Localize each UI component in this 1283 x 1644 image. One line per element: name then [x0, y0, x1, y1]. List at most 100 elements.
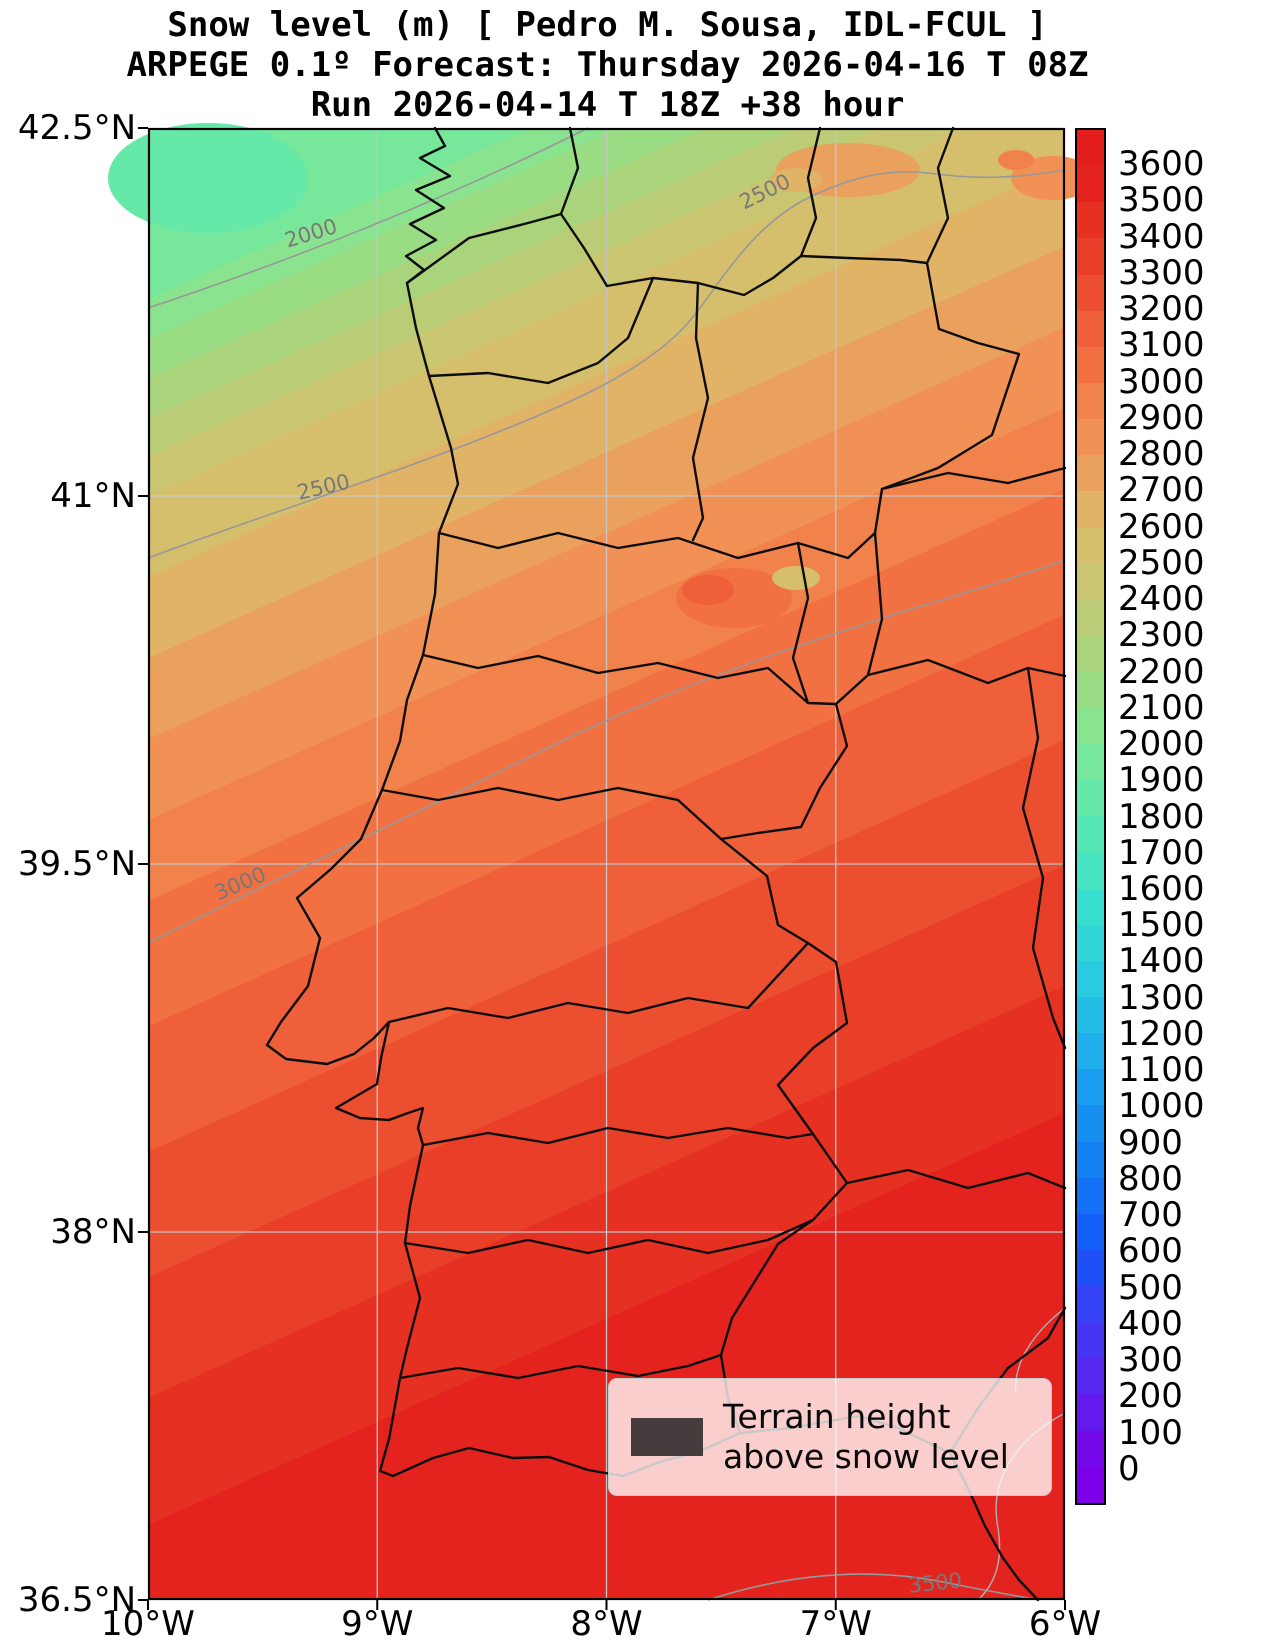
colorbar-tick-label: 2700 [1118, 470, 1205, 511]
y-tick-label: 42.5°N [17, 108, 136, 148]
field-patch [998, 150, 1034, 170]
colorbar-tick-label: 3300 [1118, 252, 1205, 293]
colorbar-cell [1077, 238, 1104, 275]
contour-3000 [147, 559, 1066, 944]
legend-label-line-1: Terrain height [723, 1397, 951, 1436]
y-tick-label: 39.5°N [17, 844, 136, 884]
colorbar-tick-label: 3400 [1118, 216, 1205, 257]
colorbar-tick-label: 700 [1118, 1195, 1183, 1236]
x-tick-label: 8°W [570, 1604, 643, 1644]
colorbar-cell [1077, 780, 1104, 817]
colorbar-tick-label: 2500 [1118, 542, 1205, 583]
colorbar-cell [1077, 455, 1104, 492]
colorbar-tick-label: 1900 [1118, 760, 1205, 801]
gridlines [148, 128, 1065, 1600]
colorbar-cell [1077, 310, 1104, 347]
colorbar-tick-label: 3500 [1118, 180, 1205, 221]
map-frame [147, 127, 1066, 1601]
colorbar-tick-label: 200 [1118, 1376, 1183, 1417]
district-boundary [791, 541, 810, 705]
colorbar-cell [1077, 274, 1104, 311]
colorbar-cell [1077, 419, 1104, 456]
colorbar-cell [1077, 816, 1104, 853]
colorbar-cell [1077, 1322, 1104, 1359]
region-boundary-spain [925, 126, 955, 265]
colorbar-tick-label: 1100 [1118, 1050, 1205, 1091]
region-boundary-spain [1021, 666, 1067, 1050]
colorbar-cell [1077, 1033, 1104, 1070]
colorbar-cell [1077, 491, 1104, 528]
axis-tick-marks [138, 127, 1066, 1610]
colorbar-tick-label: 2200 [1118, 651, 1205, 692]
x-tick-label: 10°W [101, 1604, 195, 1644]
colorbar-cell [1077, 599, 1104, 636]
colorbar [1075, 128, 1106, 1505]
colorbar-cell [1077, 1466, 1104, 1503]
colorbar-tick-label: 2300 [1118, 615, 1205, 656]
colorbar-cell [1077, 708, 1104, 745]
colorbar-tick-label: 600 [1118, 1231, 1183, 1272]
colorbar-cell [1077, 563, 1104, 600]
colorbar-tick-label: 300 [1118, 1340, 1183, 1381]
district-boundary [437, 531, 877, 560]
colorbar-tick-label: 1000 [1118, 1086, 1205, 1127]
contour-label: 3500 [907, 1568, 963, 1597]
colorbar-cell [1077, 1286, 1104, 1323]
legend-label-line-2: above snow level [723, 1437, 1009, 1476]
colorbar-cell [1077, 1394, 1104, 1431]
colorbar-tick-label: 3200 [1118, 289, 1205, 330]
colorbar-cell [1077, 852, 1104, 889]
legend: Terrain height above snow level [608, 1378, 1052, 1496]
x-tick-label: 9°W [341, 1604, 414, 1644]
district-boundary [421, 653, 838, 706]
legend-swatch [631, 1418, 703, 1456]
y-tick-label: 36.5°N [17, 1580, 136, 1620]
colorbar-cell [1077, 202, 1104, 239]
field-patch [682, 575, 734, 605]
colorbar-tick-label: 2100 [1118, 687, 1205, 728]
colorbar-tick-label: 1200 [1118, 1013, 1205, 1054]
colorbar-cell [1077, 166, 1104, 203]
colorbar-cell [1077, 888, 1104, 925]
colorbar-tick-label: 800 [1118, 1158, 1183, 1199]
region-boundary-spain [559, 126, 580, 216]
colorbar-tick-label: 500 [1118, 1267, 1183, 1308]
district-boundary [403, 1218, 815, 1255]
region-boundary-spain [866, 658, 1067, 685]
figure-title: Snow level (m) [ Pedro M. Sousa, IDL-FCU… [0, 5, 1215, 125]
y-tick-label: 38°N [50, 1212, 136, 1252]
title-line-1: Snow level (m) [ Pedro M. Sousa, IDL-FCU… [167, 5, 1048, 45]
colorbar-tick-label: 2800 [1118, 434, 1205, 475]
colorbar-cell [1077, 1358, 1104, 1395]
colorbar-cell [1077, 1177, 1104, 1214]
colorbar-tick-label: 1800 [1118, 796, 1205, 837]
district-boundary [398, 1353, 723, 1380]
region-boundary-spain [799, 126, 822, 258]
colorbar-cell [1077, 1105, 1104, 1142]
field-patch [1011, 156, 1095, 200]
colorbar-tick-label: 100 [1118, 1412, 1183, 1453]
colorbar-tick-label: 3600 [1118, 144, 1205, 185]
colorbar-cell [1077, 382, 1104, 419]
x-tick-label: 7°W [799, 1604, 872, 1644]
colorbar-cell [1077, 346, 1104, 383]
field-patch [772, 566, 820, 590]
contour-2000 [147, 127, 589, 309]
contour-3500 [707, 1573, 1039, 1601]
district-boundary [387, 941, 810, 1024]
colorbar-cell [1077, 1069, 1104, 1106]
colorbar-tick-label: 1700 [1118, 832, 1205, 873]
colorbar-tick-label: 400 [1118, 1303, 1183, 1344]
colorbar-cell [1077, 635, 1104, 672]
colorbar-tick-label: 2000 [1118, 724, 1205, 765]
district-boundary [691, 281, 710, 542]
district-boundary [421, 1126, 815, 1147]
region-boundary-spain [880, 466, 1067, 491]
colorbar-tick-label: 0 [1118, 1448, 1140, 1489]
title-line-2: ARPEGE 0.1º Forecast: Thursday 2026-04-1… [126, 45, 1089, 85]
border-portugal-spain [405, 212, 1021, 1435]
colorbar-cell [1077, 744, 1104, 781]
colorbar-tick-label: 1600 [1118, 868, 1205, 909]
